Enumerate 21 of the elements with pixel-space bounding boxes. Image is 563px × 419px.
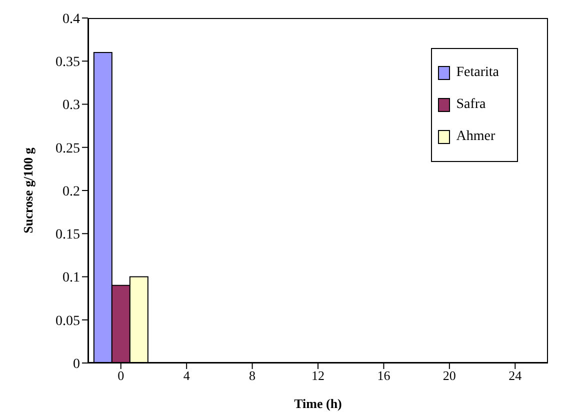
- legend-label: Fetarita: [456, 65, 499, 81]
- y-tick-label: 0.05: [56, 314, 80, 329]
- x-tick-label: 16: [377, 368, 391, 384]
- y-tick-label: 0.4: [62, 12, 80, 27]
- y-tick-label: 0.3: [62, 98, 80, 114]
- legend-label: Safra: [456, 97, 486, 113]
- x-tick-label: 20: [442, 368, 456, 384]
- x-tick-label: 4: [183, 368, 190, 384]
- y-tick-label: 0.15: [56, 228, 80, 243]
- x-tick-label: 8: [249, 368, 256, 384]
- legend-label: Ahmer: [456, 129, 496, 145]
- y-tick-label: 0.2: [62, 184, 80, 200]
- x-tick-label: 12: [312, 368, 324, 384]
- y-tick-label: 0: [73, 356, 80, 372]
- y-axis-title: Sucrose g/100 g: [20, 147, 36, 234]
- x-tick-label: 0: [118, 368, 124, 384]
- y-tick-label: 0.35: [56, 55, 80, 70]
- x-tick-label: 24: [508, 368, 522, 384]
- y-tick-label: 0.1: [62, 270, 80, 286]
- x-axis-title: Time (h): [294, 396, 342, 411]
- y-tick-label: 0.25: [56, 141, 80, 156]
